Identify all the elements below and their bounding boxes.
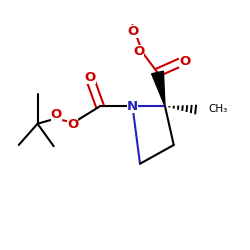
Text: O: O	[179, 55, 190, 68]
Text: O: O	[50, 108, 62, 122]
Text: O: O	[84, 71, 96, 84]
Text: O: O	[67, 118, 78, 132]
Text: O: O	[127, 25, 138, 38]
Text: O: O	[133, 45, 144, 58]
Text: CH₃: CH₃	[208, 104, 228, 114]
Text: N: N	[127, 100, 138, 113]
Polygon shape	[152, 71, 165, 106]
